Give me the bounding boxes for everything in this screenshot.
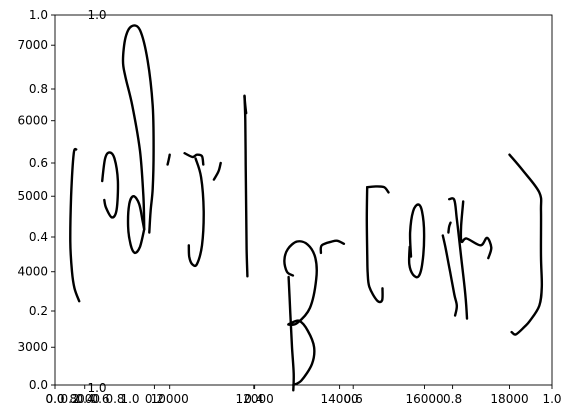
secondary-x-tick-label: 10000 [151, 392, 189, 406]
series-line [283, 240, 318, 387]
series-line [407, 203, 426, 279]
primary-y-tick-label: 0.6 [29, 156, 48, 170]
primary-x-tick-label: 0.6 [344, 392, 363, 406]
secondary-x-tick-label: 8000 [69, 392, 100, 406]
secondary-x-tick-label: 18000 [490, 392, 528, 406]
series-line [69, 147, 81, 303]
axis-ticks: 0.0 0.2 0.4 0.6 0.8 1.00.00.20.40.60.81.08000… [17, 8, 561, 406]
primary-x-tick-label: 0.0 [45, 392, 64, 406]
series-line [447, 221, 452, 234]
primary-x-tick-label: 0.2 [145, 392, 164, 406]
primary-x-tick-label: 1.0 [542, 392, 561, 406]
primary-y-tick-label: 0.2 [29, 304, 48, 318]
series-line [365, 186, 384, 304]
inset-y-tick-label: 1.0 [87, 381, 106, 395]
series-line [121, 24, 155, 234]
primary-y-tick-label: 0.8 [29, 82, 48, 96]
inset-x-tick-label: 0.0 [45, 392, 64, 406]
secondary-x-tick-label: 16000 [405, 392, 443, 406]
series-line [459, 200, 493, 260]
series-line [508, 153, 544, 336]
secondary-y-tick-label: 4000 [17, 265, 48, 279]
series-line [183, 152, 205, 166]
inset-x-tick-label: 0.2 [60, 392, 79, 406]
series-line [212, 161, 222, 181]
primary-y-tick-label: 1.0 [29, 8, 48, 22]
inset-x-tick-label: 0.6 [90, 392, 109, 406]
series-line [366, 185, 390, 194]
primary-x-tick-label: 0.4 [244, 392, 263, 406]
series-line [448, 197, 469, 320]
series-line [243, 94, 248, 115]
secondary-y-tick-label: 3000 [17, 340, 48, 354]
secondary-x-tick-label: 12000 [236, 392, 274, 406]
series-line [319, 239, 346, 255]
inset-x-tick-label: 1.0 [120, 392, 139, 406]
secondary-y-tick-label: 5000 [17, 189, 48, 203]
primary-y-tick-label: 0.0 [29, 378, 48, 392]
secondary-x-tick-label: 14000 [321, 392, 359, 406]
series-line [287, 275, 295, 392]
primary-y-tick-label: 0.4 [29, 230, 48, 244]
inset-x-tick-label: 0.4 [75, 392, 94, 406]
secondary-y-tick-label: 6000 [17, 114, 48, 128]
axes-frame [54, 14, 553, 386]
series-line [243, 94, 249, 278]
primary-x-tick-label: 0.8 [443, 392, 462, 406]
inset-x-tick-label: 0.8 [105, 392, 124, 406]
series-line [187, 157, 205, 268]
series-line [126, 195, 146, 255]
secondary-y-tick-label: 7000 [17, 38, 48, 52]
series-line [101, 151, 120, 219]
series-line [166, 153, 171, 166]
series-line [441, 234, 459, 317]
handwriting-strokes [69, 24, 544, 392]
